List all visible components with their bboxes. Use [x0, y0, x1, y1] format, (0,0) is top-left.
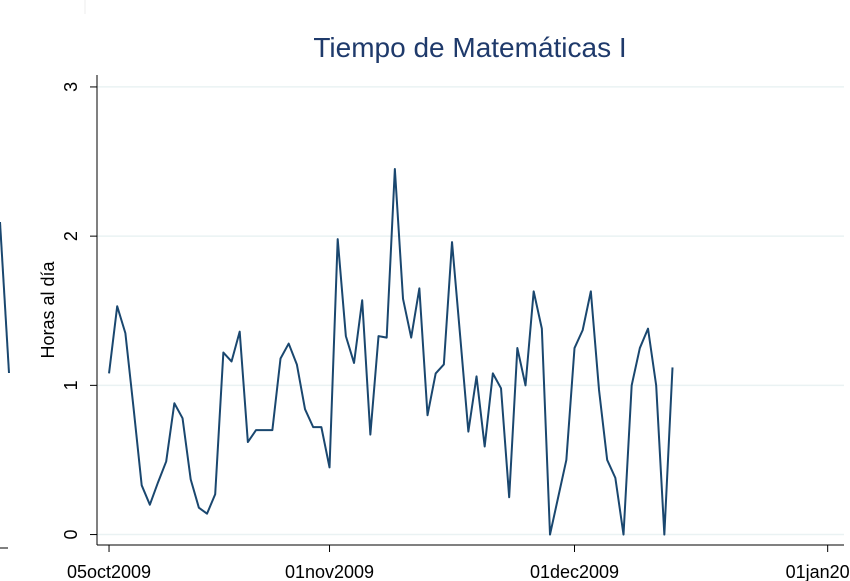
y-tick-label: 1: [61, 380, 81, 390]
neighbor-chart-fragment: [0, 221, 10, 374]
x-tick-label: 01jan2010: [786, 562, 850, 581]
x-tick-label: 01nov2009: [285, 562, 374, 581]
x-tick-label: 01dec2009: [530, 562, 619, 581]
y-tick-label: 2: [61, 231, 81, 241]
chart-title: Tiempo de Matemáticas I: [313, 32, 626, 63]
data-line: [108, 168, 674, 536]
y-tick-label: 0: [61, 530, 81, 540]
x-tick-label: 05oct2009: [67, 562, 151, 581]
y-tick-label: 3: [61, 82, 81, 92]
y-axis-label: Horas al día: [38, 260, 58, 358]
